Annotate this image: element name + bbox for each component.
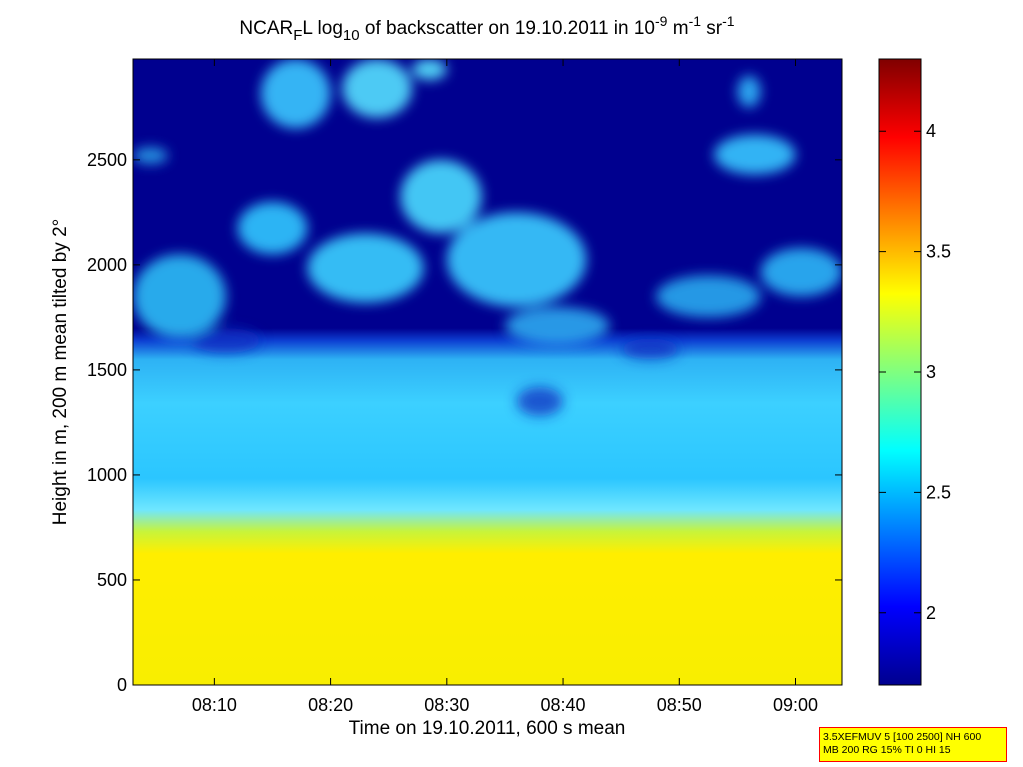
cloud-patch — [237, 201, 308, 255]
y-tick-label: 1000 — [87, 465, 127, 485]
x-tick-label: 08:10 — [192, 695, 237, 715]
x-tick-label: 09:00 — [773, 695, 818, 715]
cloud-patch — [133, 254, 226, 339]
y-axis-label: Height in m, 200 m mean tilted by 2° — [50, 219, 71, 525]
cloud-patch — [307, 233, 424, 303]
chart-title: NCARFL log10 of backscatter on 19.10.201… — [239, 13, 734, 44]
dark-pocket — [516, 386, 564, 417]
y-tick-label: 2000 — [87, 255, 127, 275]
cloud-patch — [656, 275, 761, 318]
colorbar-tick-label: 3 — [926, 362, 936, 382]
title-mid-sub: 10 — [343, 27, 360, 44]
colorbar-tick-label: 2.5 — [926, 482, 951, 502]
x-tick-label: 08:40 — [541, 695, 586, 715]
title-unit1: m — [667, 18, 688, 39]
colorbar-tick-label: 3.5 — [926, 242, 951, 262]
title-prefix-sub: F — [293, 27, 302, 44]
colorbar: 2 2.5 3 3.5 4 — [878, 58, 951, 686]
plot-frame — [132, 58, 843, 686]
title-prefix: NCAR — [239, 18, 293, 39]
colorbar-tick-label: 2 — [926, 603, 936, 623]
colorbar-ticks: 2 2.5 3 3.5 4 — [879, 121, 951, 623]
colorbar-tick-label: 4 — [926, 121, 936, 141]
dark-pocket — [191, 327, 261, 354]
x-tick-label: 08:50 — [657, 695, 702, 715]
y-axis: 0 500 1000 1500 2000 2500 — [87, 150, 842, 695]
info-line-1: 3.5XEFMUV 5 [100 2500] NH 600 — [823, 731, 982, 743]
dark-pocket — [621, 338, 680, 360]
title-unit2: sr — [701, 18, 723, 39]
cloud-patch — [133, 147, 168, 165]
cloud-patch — [760, 248, 842, 297]
title-rest: of backscatter on 19.10.2011 in 10 — [360, 18, 655, 39]
cloud-patch — [400, 159, 482, 234]
y-tick-label: 2500 — [87, 150, 127, 170]
y-tick-label: 1500 — [87, 360, 127, 380]
x-tick-label: 08:30 — [424, 695, 469, 715]
cloud-patch — [411, 59, 447, 81]
heatmap — [133, 59, 842, 685]
cloud-patch — [737, 75, 761, 108]
info-box: 3.5XEFMUV 5 [100 2500] NH 600 MB 200 RG … — [819, 727, 1007, 762]
y-tick-label: 0 — [117, 675, 127, 695]
title-exp3: -1 — [722, 13, 735, 29]
title-exp2: -1 — [689, 13, 702, 29]
cloud-patch — [260, 59, 331, 129]
info-line-2: MB 200 RG 15% TI 0 HI 15 — [823, 744, 951, 756]
y-tick-label: 500 — [97, 570, 127, 590]
cloud-patch — [714, 134, 796, 175]
cloud-patch — [342, 59, 412, 118]
title-mid: L log — [302, 18, 343, 39]
x-tick-label: 08:20 — [308, 695, 353, 715]
cloud-patch — [504, 306, 610, 345]
cloud-patch — [446, 212, 587, 307]
title-exp1: -9 — [655, 13, 668, 29]
x-axis: 08:10 08:20 08:30 08:40 08:50 09:00 — [192, 59, 818, 715]
x-axis-label: Time on 19.10.2011, 600 s mean — [349, 718, 626, 739]
cloud-patches — [133, 59, 842, 417]
